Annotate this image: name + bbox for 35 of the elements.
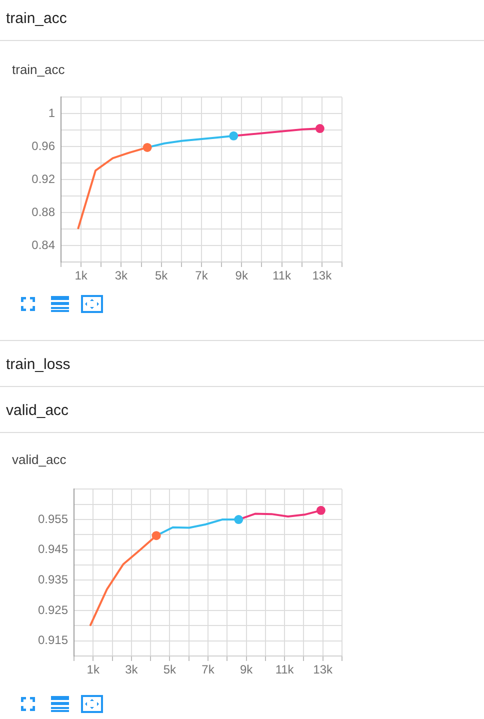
y-tick-label: 0.84 xyxy=(32,238,56,252)
x-tick-label: 11k xyxy=(272,268,292,283)
x-tick-label: 13k xyxy=(312,268,333,283)
text: valid_acc xyxy=(0,387,484,433)
chart-title: train_acc xyxy=(12,62,65,78)
y-tick-label: 0.935 xyxy=(38,572,68,586)
x-tick-label: 9k xyxy=(240,662,254,677)
text: train_acc xyxy=(0,0,484,41)
point xyxy=(315,124,324,134)
point xyxy=(152,531,161,540)
y-tick-label: 0.955 xyxy=(38,512,68,526)
y-tick-label: 0.92 xyxy=(32,172,56,186)
x-tick-label: 5k xyxy=(155,268,169,283)
x-tick-label: 1k xyxy=(74,268,88,283)
y-tick-label: 0.915 xyxy=(38,633,68,648)
x-tick-label: 3k xyxy=(125,662,139,677)
point xyxy=(229,131,238,140)
x-tick-label: 1k xyxy=(86,662,100,677)
x-tick-label: 11k xyxy=(275,662,295,677)
y-tick-label: 0.925 xyxy=(38,602,68,617)
x-tick-label: 7k xyxy=(202,662,216,677)
text: train_loss xyxy=(0,341,484,387)
y-tick-label: 0.945 xyxy=(38,542,68,556)
x-tick-label: 13k xyxy=(313,662,334,677)
point xyxy=(316,506,326,515)
x-tick-label: 7k xyxy=(195,268,209,283)
x-tick-label: 9k xyxy=(235,268,249,283)
point xyxy=(142,142,152,152)
y-tick-label: 1 xyxy=(48,106,56,120)
x-tick-label: 5k xyxy=(163,662,178,677)
point xyxy=(234,515,244,524)
chart-title: valid_acc xyxy=(12,452,66,468)
y-tick-label: 0.96 xyxy=(32,138,56,153)
x-tick-label: 3k xyxy=(114,268,129,283)
y-tick-label: 0.88 xyxy=(32,204,56,219)
